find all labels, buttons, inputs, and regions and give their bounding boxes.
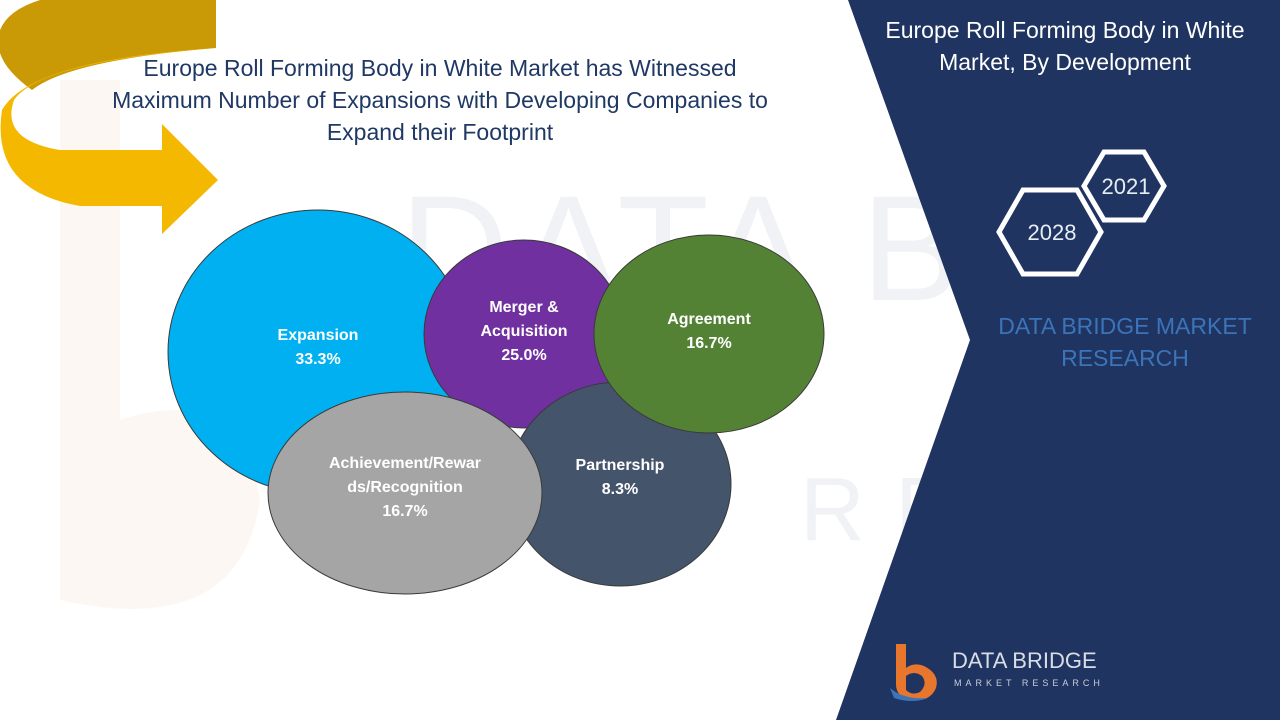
bubble-label-partnership: Partnership 8.3% [576,457,665,498]
company-logo: DATA BRIDGE MARKET RESEARCH [884,640,1104,704]
bubble-chart: Expansion 33.3% Merger & Acquisition 25.0% Pa… [167,209,825,595]
page-title: Europe Roll Forming Body in White Market… [112,55,768,145]
bubble-label-achievement-rewards-recognition: Achievement/Rewar ds/Recognition 16.7% [329,455,481,520]
brand-text: DATA BRIDGE MARKET RESEARCH [998,313,1252,371]
logo-name: DATA BRIDGE [952,648,1097,673]
hexagon-icon-2028 [996,187,1104,277]
logo-subtitle: MARKET RESEARCH [954,678,1104,688]
bubble-label-expansion: Expansion 33.3% [278,327,359,368]
side-panel-background [836,0,1280,720]
bubble-agreement [593,234,825,434]
logo-icon [890,644,937,701]
side-panel-title: Europe Roll Forming Body in White Market… [885,17,1245,75]
year-end-label: 2028 [1028,220,1077,245]
bubble-label-merger-acquisition: Merger & Acquisition 25.0% [480,299,567,364]
arrow-icon [0,0,219,234]
year-start-label: 2021 [1102,174,1151,199]
hexagon-icon-2021 [1081,149,1167,223]
bubble-label-agreement: Agreement 16.7% [667,311,751,352]
bubble-achievement-rewards-recognition [267,391,543,595]
